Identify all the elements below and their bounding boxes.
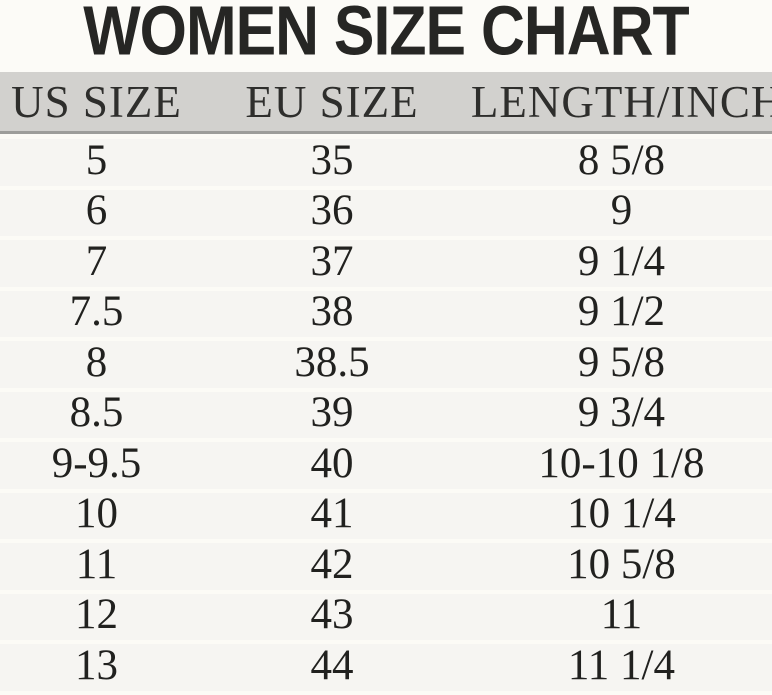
cell-length-inch: 9 <box>610 187 633 235</box>
table-row: 11 42 10 5/8 <box>0 543 772 594</box>
cell-us-size: 10 <box>75 490 118 538</box>
cell-eu-size: 37 <box>310 237 354 285</box>
column-header-length-inch: LENGTH/INCH <box>470 77 772 127</box>
table-header-row: US SIZE EU SIZE LENGTH/INCH <box>0 72 772 134</box>
page-title: WOMEN SIZE CHART <box>83 0 689 71</box>
cell-length-inch: 9 3/4 <box>577 389 666 437</box>
cell-us-size: 8.5 <box>69 389 124 437</box>
cell-length-inch: 9 1/4 <box>577 237 666 285</box>
cell-eu-size: 40 <box>310 439 354 487</box>
cell-length-inch: 11 <box>600 591 643 639</box>
cell-us-size: 8 <box>85 338 108 386</box>
cell-us-size: 9-9.5 <box>51 439 142 487</box>
cell-length-inch: 10 1/4 <box>567 490 676 538</box>
cell-length-inch: 11 1/4 <box>567 641 675 689</box>
cell-us-size: 7.5 <box>69 288 124 336</box>
cell-length-inch: 10-10 1/8 <box>538 439 705 487</box>
cell-us-size: 6 <box>85 187 108 235</box>
cell-length-inch: 8 5/8 <box>577 136 666 184</box>
table-row: 8.5 39 9 3/4 <box>0 389 772 442</box>
cell-eu-size: 42 <box>310 540 354 588</box>
table-row: 10 41 10 1/4 <box>0 490 772 543</box>
cell-us-size: 7 <box>85 237 108 285</box>
cell-length-inch: 9 1/2 <box>577 288 666 336</box>
table-row: 6 36 9 <box>0 187 772 240</box>
cell-eu-size: 39 <box>310 389 354 437</box>
table-row: 9-9.5 40 10-10 1/8 <box>0 442 772 493</box>
size-table-body: 5 35 8 5/8 6 36 9 7 37 9 1/4 7.5 38 9 1/… <box>0 134 772 695</box>
cell-eu-size: 41 <box>310 490 354 538</box>
table-row: 13 44 11 1/4 <box>0 644 772 695</box>
table-row: 5 35 8 5/8 <box>0 139 772 190</box>
cell-length-inch: 10 5/8 <box>567 540 676 588</box>
cell-us-size: 12 <box>75 591 118 639</box>
cell-eu-size: 38 <box>310 288 354 336</box>
cell-eu-size: 44 <box>310 641 354 689</box>
cell-us-size: 13 <box>75 641 118 689</box>
cell-eu-size: 38.5 <box>294 338 370 386</box>
cell-eu-size: 36 <box>310 187 354 235</box>
cell-length-inch: 9 5/8 <box>577 338 666 386</box>
table-row: 7 37 9 1/4 <box>0 240 772 291</box>
cell-eu-size: 35 <box>310 136 354 184</box>
cell-eu-size: 43 <box>310 591 354 639</box>
cell-us-size: 11 <box>75 540 118 588</box>
table-row: 7.5 38 9 1/2 <box>0 288 772 341</box>
table-row: 12 43 11 <box>0 591 772 644</box>
column-header-eu-size: EU SIZE <box>245 77 419 127</box>
column-header-us-size: US SIZE <box>11 77 182 127</box>
table-row: 8 38.5 9 5/8 <box>0 341 772 392</box>
cell-us-size: 5 <box>85 136 108 184</box>
